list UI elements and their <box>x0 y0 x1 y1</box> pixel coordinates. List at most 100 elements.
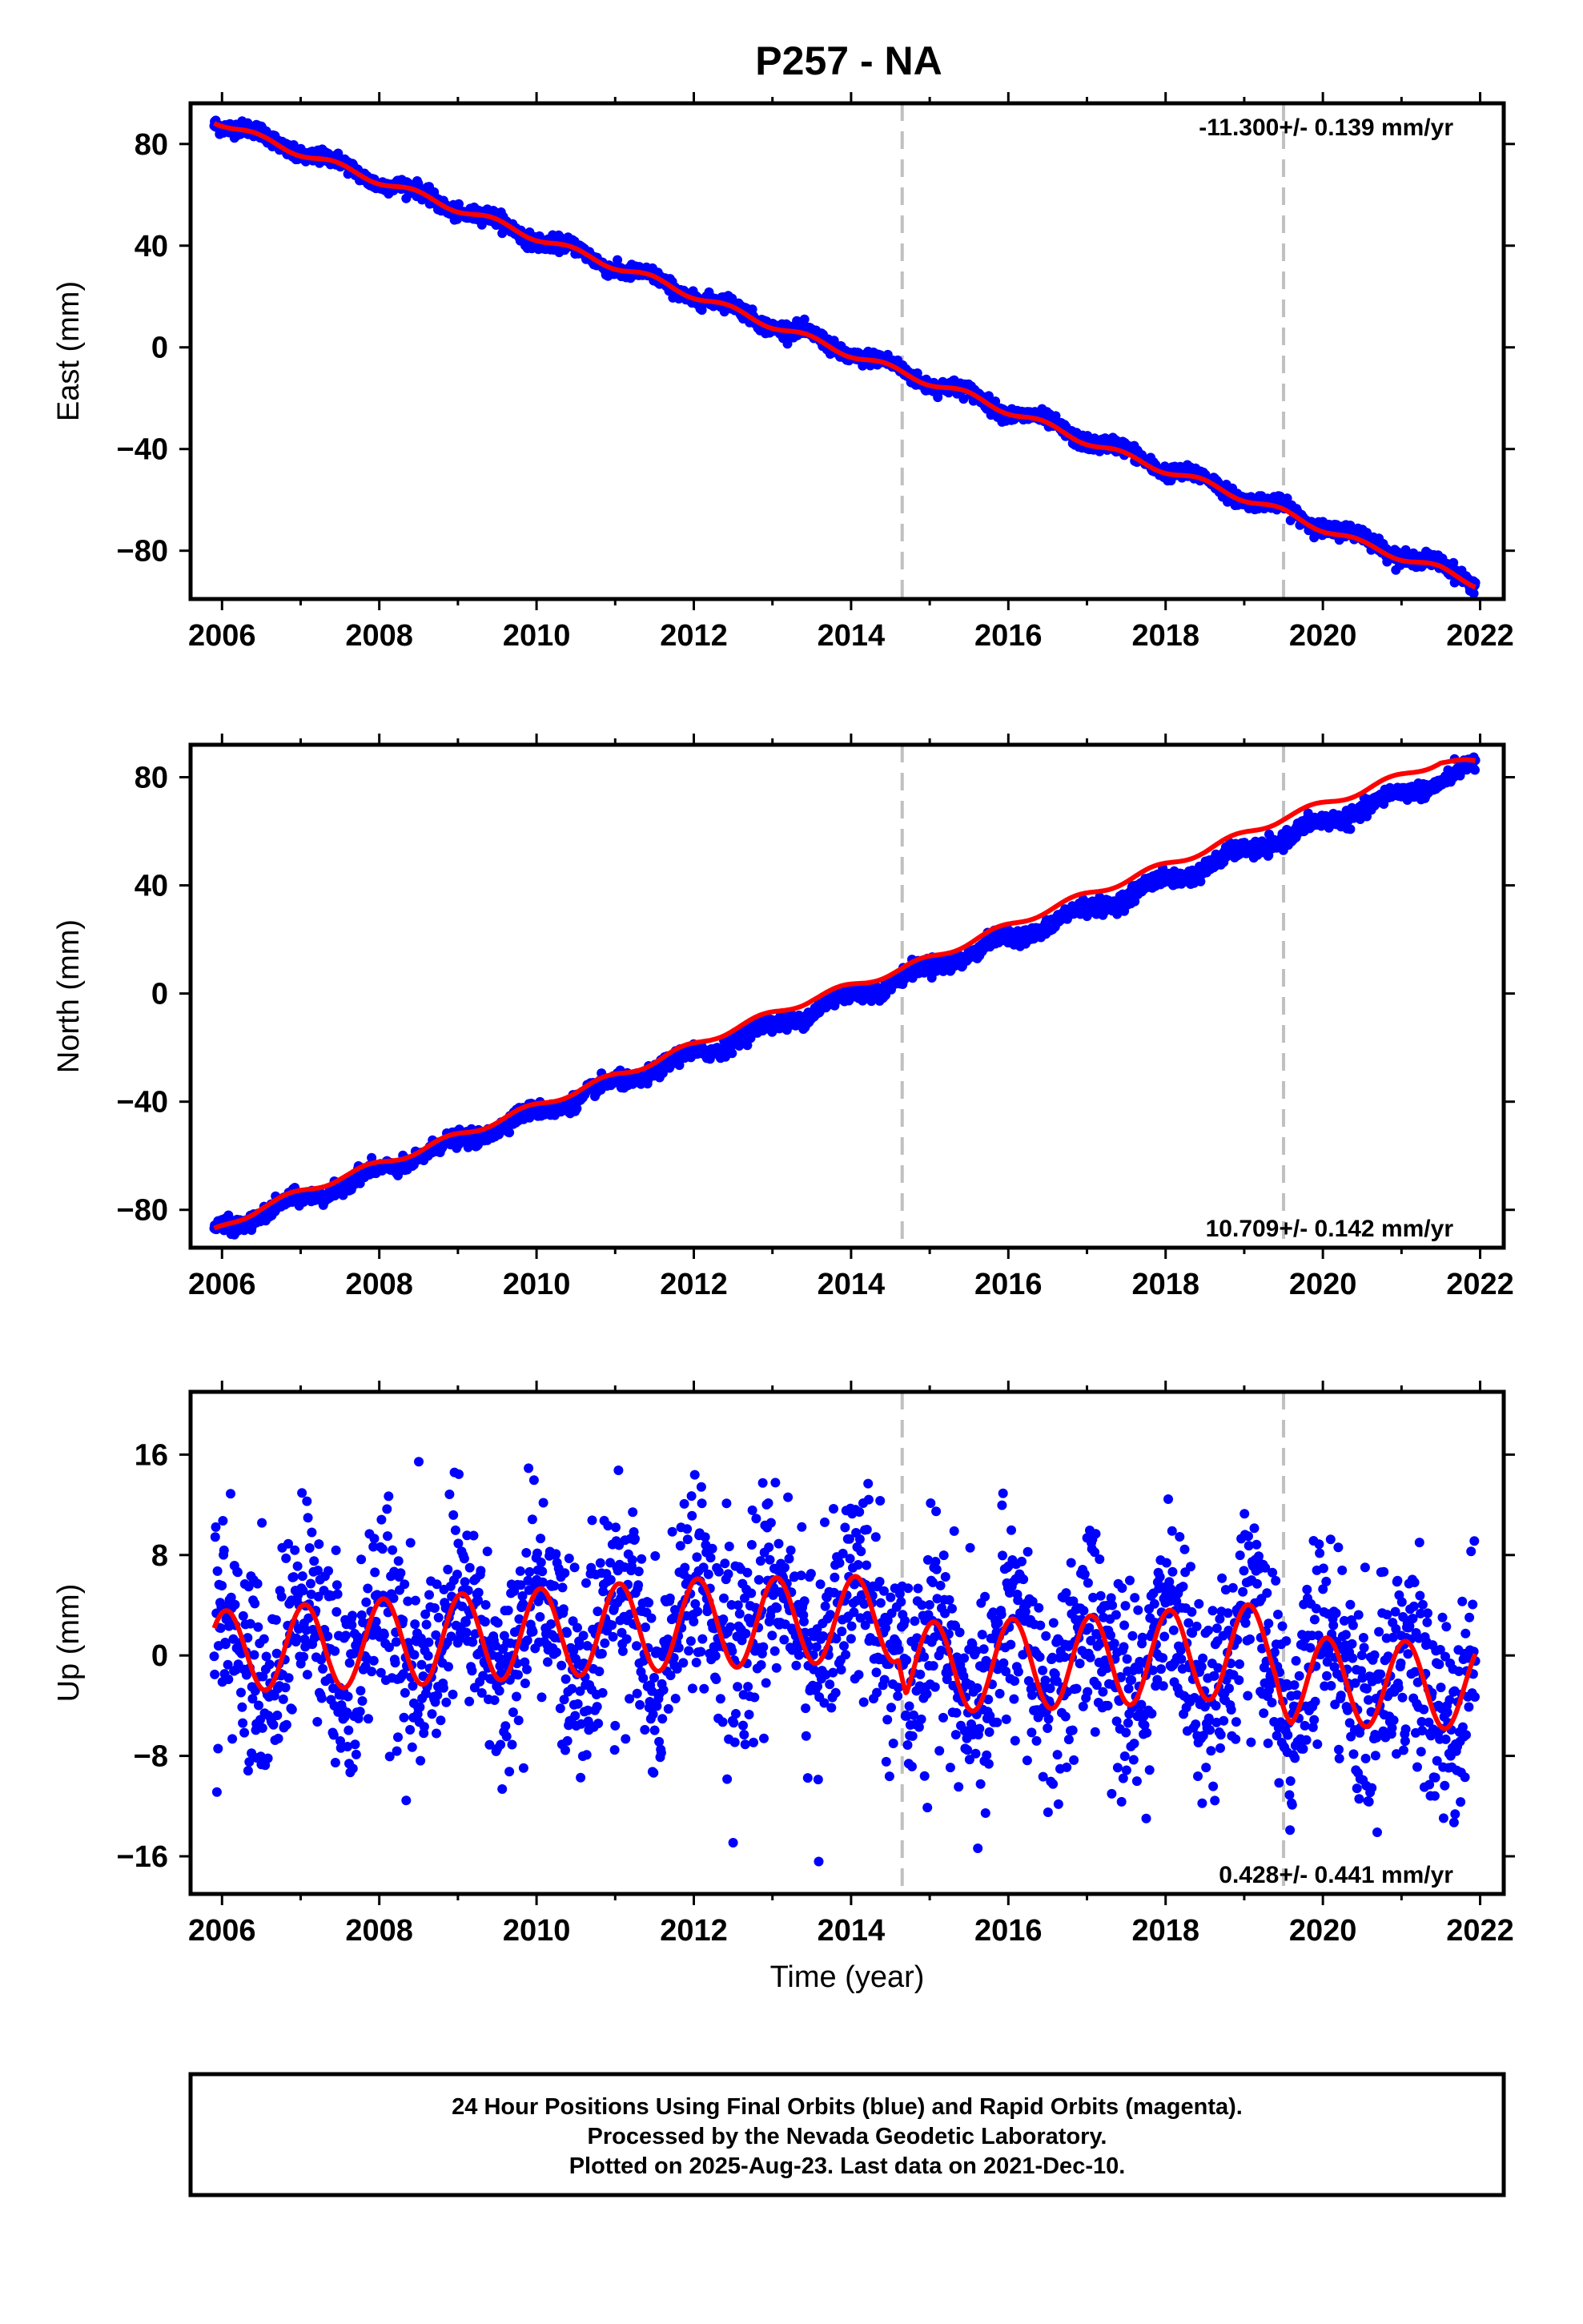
data-point <box>331 1606 342 1617</box>
data-point <box>243 1582 254 1592</box>
data-point <box>218 1516 228 1526</box>
data-point <box>210 1532 220 1542</box>
data-point <box>302 1496 312 1506</box>
data-point <box>259 1634 269 1644</box>
x-tick-label: 2018 <box>1131 619 1199 653</box>
data-point <box>1470 765 1480 775</box>
x-tick-label: 2020 <box>1289 619 1357 653</box>
y-tick-label: −40 <box>117 433 168 467</box>
data-point <box>238 1718 248 1728</box>
data-point <box>243 1633 253 1643</box>
x-tick-label: 2014 <box>818 619 886 653</box>
data-point <box>958 394 969 404</box>
data-point <box>292 1561 303 1571</box>
data-point <box>273 1733 283 1743</box>
data-point <box>306 1578 315 1589</box>
x-tick-label: 2006 <box>188 1268 256 1301</box>
model-fit-line-east <box>213 121 1477 590</box>
data-point <box>249 1650 259 1660</box>
data-point <box>343 1691 353 1702</box>
data-point <box>227 1734 238 1744</box>
data-point <box>219 1545 229 1555</box>
data-point <box>250 1686 260 1696</box>
data-point <box>331 1545 341 1555</box>
y-tick-label: 80 <box>135 762 168 795</box>
panel-data-area <box>209 103 1481 599</box>
data-point <box>328 1730 339 1740</box>
data-point <box>283 1538 293 1549</box>
data-point <box>281 1553 291 1563</box>
data-point <box>254 1700 263 1711</box>
figure-title: P257 - NA <box>755 38 942 83</box>
data-point <box>212 1566 223 1576</box>
x-tick-label: 2012 <box>660 619 728 653</box>
data-point <box>209 1651 219 1662</box>
data-point <box>318 1663 328 1674</box>
data-point <box>239 1727 250 1738</box>
data-point <box>280 1683 291 1693</box>
data-point <box>220 1639 231 1650</box>
x-tick-label: 2008 <box>345 1268 413 1301</box>
x-tick-label: 2016 <box>974 1268 1043 1301</box>
data-point <box>340 1630 351 1641</box>
data-point <box>367 1152 377 1163</box>
y-tick-label: 0 <box>151 978 168 1011</box>
y-tick-label: 40 <box>135 870 168 903</box>
data-point <box>257 1723 267 1733</box>
data-point <box>313 1591 323 1602</box>
data-point <box>223 1675 234 1684</box>
y-tick-label: −80 <box>117 535 168 569</box>
data-points-up <box>209 1457 1481 1867</box>
data-point <box>331 1580 342 1590</box>
x-tick-label: 2014 <box>818 1268 886 1301</box>
data-point <box>271 1614 281 1625</box>
data-point <box>257 1518 267 1528</box>
data-point <box>211 1522 221 1532</box>
data-point <box>245 1618 255 1629</box>
data-point <box>217 1581 227 1590</box>
data-point <box>236 1687 246 1698</box>
x-tick-label: 2022 <box>1446 1268 1514 1301</box>
x-tick-label: 2020 <box>1289 1268 1357 1301</box>
data-point <box>250 1598 260 1609</box>
data-point <box>232 1567 243 1578</box>
data-point <box>335 1736 345 1746</box>
data-point <box>343 1742 352 1751</box>
data-point <box>782 339 793 349</box>
data-point <box>244 1757 255 1767</box>
panel-frame-east <box>188 101 1506 601</box>
data-point <box>799 314 810 324</box>
data-point <box>252 1578 263 1589</box>
data-point <box>299 1651 309 1662</box>
data-point <box>243 1766 253 1776</box>
data-point <box>297 1488 307 1498</box>
data-point <box>303 1613 314 1623</box>
data-point <box>307 1527 317 1538</box>
data-point <box>226 1592 236 1602</box>
data-point <box>330 1758 340 1767</box>
data-point <box>572 1104 582 1114</box>
data-point <box>287 1704 297 1715</box>
data-point <box>290 1545 300 1555</box>
data-point <box>263 1753 273 1763</box>
data-point <box>213 1743 223 1754</box>
data-point <box>210 1669 220 1679</box>
data-point <box>313 1566 323 1575</box>
x-tick-label: 2006 <box>188 619 256 653</box>
data-point <box>1130 896 1140 907</box>
data-point <box>323 1566 333 1576</box>
data-point <box>312 1717 323 1727</box>
data-point <box>332 1589 343 1599</box>
data-point <box>211 1787 222 1797</box>
y-tick-label: 40 <box>135 230 168 263</box>
data-point <box>253 1622 263 1632</box>
data-point <box>223 1659 233 1670</box>
data-point <box>330 1646 340 1656</box>
data-point <box>1448 557 1459 568</box>
panel-frame-north <box>188 742 1506 1250</box>
data-point <box>344 1658 355 1668</box>
y-tick-label: −80 <box>117 1194 168 1228</box>
y-tick-label: 80 <box>135 128 168 162</box>
panel-up: 2006 2008 2010 2012 2014 2016 2018 2020 20221680… <box>52 1381 1515 1994</box>
